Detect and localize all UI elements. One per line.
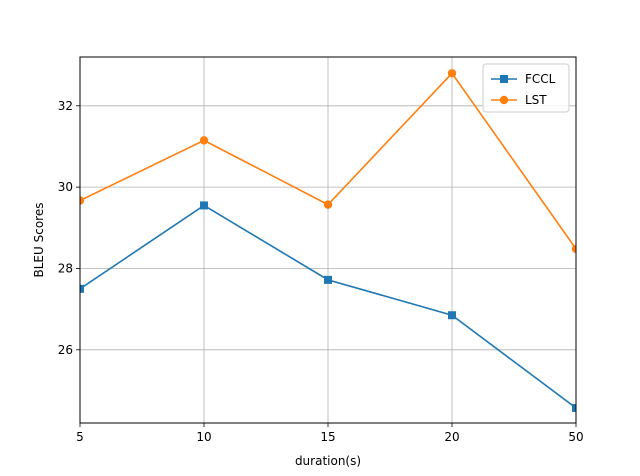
x-tick-label: 20 (444, 430, 459, 444)
y-tick-label: 32 (58, 99, 73, 113)
x-axis-label: duration(s) (295, 454, 361, 468)
y-tick-label: 26 (58, 343, 73, 357)
legend-label: LST (525, 93, 547, 107)
series-lst (80, 69, 576, 254)
legend-swatch-marker (500, 75, 508, 83)
legend-swatch-marker (499, 95, 509, 105)
series-fccl (80, 201, 576, 412)
y-axis: 26 28 30 32 (58, 99, 80, 357)
legend-item-lst: LST (491, 93, 547, 107)
x-tick-label: 10 (196, 430, 211, 444)
series-fccl-point (448, 311, 456, 320)
series-layer (80, 69, 576, 412)
legend-item-fccl: FCCL (491, 72, 556, 86)
legend: FCCL LST (482, 63, 570, 113)
series-lst-point (571, 244, 576, 254)
series-fccl-point (324, 275, 332, 284)
x-tick-label: 5 (76, 430, 84, 444)
series-lst-point (447, 69, 457, 78)
legend-label: FCCL (525, 72, 556, 86)
series-fccl-point (80, 284, 84, 293)
x-axis: 5 10 15 20 50 (76, 423, 584, 444)
x-tick-label: 50 (568, 430, 583, 444)
series-lst-point (80, 196, 85, 205)
series-lst-point (323, 200, 333, 209)
y-tick-label: 30 (58, 180, 73, 194)
series-lst-point (199, 136, 209, 145)
y-tick-label: 28 (58, 261, 73, 275)
x-tick-label: 15 (320, 430, 335, 444)
series-fccl-point (200, 201, 208, 210)
series-fccl-point (572, 403, 576, 412)
y-axis-label: BLEU Scores (32, 203, 46, 278)
